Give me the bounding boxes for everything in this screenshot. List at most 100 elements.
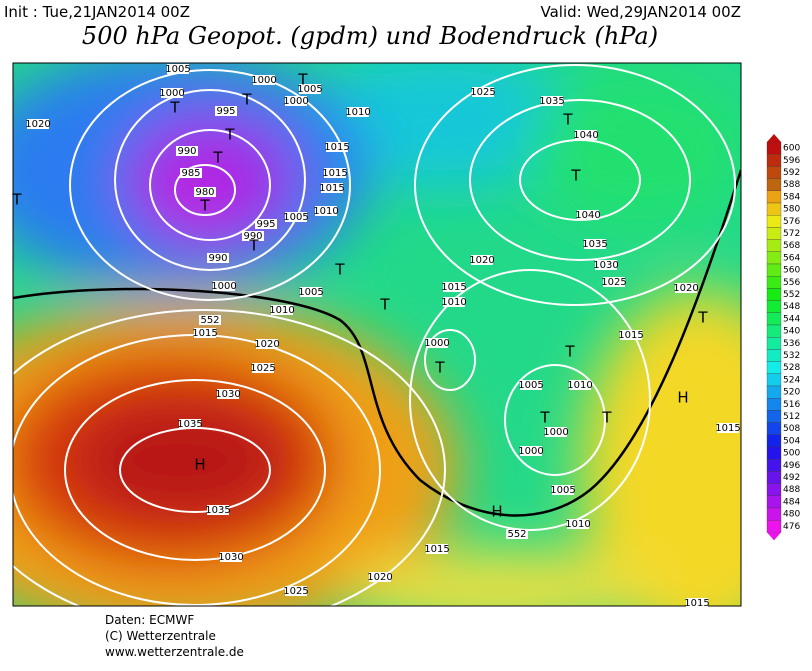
- isobar-label: 1035: [205, 505, 230, 516]
- label-bg: [443, 297, 465, 307]
- legend-label: 568: [783, 241, 800, 251]
- isobar-label: 1000: [159, 88, 184, 99]
- label-bg: [520, 380, 542, 390]
- legend-swatch: [766, 459, 782, 472]
- legend-label: 496: [783, 461, 800, 471]
- isobar-label: 1020: [469, 255, 494, 266]
- pressure-center: T: [697, 309, 708, 327]
- pressure-center: T: [601, 409, 612, 427]
- legend-label: 488: [783, 485, 800, 495]
- footer-line: www.wetterzentrale.de: [105, 645, 244, 659]
- legend-label: 596: [783, 156, 800, 166]
- isobar-label: 1035: [177, 419, 202, 430]
- pressure-center: T: [224, 126, 235, 144]
- isobar-label: 1015: [618, 330, 643, 341]
- isobar-label: 985: [181, 168, 200, 179]
- label-bg: [520, 446, 542, 456]
- pressure-center: T: [169, 99, 180, 117]
- legend-label: 524: [783, 375, 800, 385]
- init-time: Init : Tue,21JAN2014 00Z: [4, 3, 190, 21]
- legend-label: 540: [783, 327, 800, 337]
- label-bg: [207, 253, 229, 263]
- label-bg: [575, 130, 597, 140]
- isobar-label: 1005: [283, 212, 308, 223]
- label-bg: [299, 84, 321, 94]
- label-bg: [324, 168, 346, 178]
- label-bg: [271, 305, 293, 315]
- legend-label: 576: [783, 217, 800, 227]
- pressure-center: T: [199, 197, 210, 215]
- isobar-label: 1005: [298, 287, 323, 298]
- isobar-label: 1015: [192, 328, 217, 339]
- label-bg: [541, 96, 563, 106]
- label-bg: [620, 330, 642, 340]
- legend-label: 480: [783, 510, 800, 520]
- pressure-center: T: [248, 237, 259, 255]
- label-bg: [27, 119, 49, 129]
- pressure-center: T: [241, 91, 252, 109]
- legend-label: 580: [783, 205, 800, 215]
- legend-swatch: [766, 215, 782, 228]
- label-bg: [300, 287, 322, 297]
- legend-label: 508: [783, 424, 800, 434]
- legend-swatch: [766, 483, 782, 496]
- pressure-center: T: [11, 191, 22, 209]
- legend-label: 512: [783, 412, 800, 422]
- pressure-center: H: [677, 389, 688, 407]
- isobar-label: 1040: [575, 210, 600, 221]
- label-bg: [506, 529, 528, 539]
- legend-label: 548: [783, 302, 800, 312]
- legend-swatch: [766, 385, 782, 399]
- label-bg: [595, 260, 617, 270]
- legend-swatch: [766, 166, 782, 179]
- label-bg: [603, 277, 625, 287]
- isobar-label: 1010: [565, 519, 590, 530]
- legend-swatch: [766, 300, 782, 313]
- label-bg: [426, 338, 448, 348]
- isobar-label: 1000: [211, 281, 236, 292]
- legend-label: 544: [783, 314, 800, 324]
- label-bg: [369, 572, 391, 582]
- pressure-center: T: [539, 409, 550, 427]
- isobar-label: 1020: [254, 339, 279, 350]
- legend-swatch: [766, 471, 782, 484]
- label-bg: [326, 142, 348, 152]
- isobar-label: 1010: [345, 107, 370, 118]
- label-bg: [717, 423, 739, 433]
- label-bg: [213, 281, 235, 291]
- pressure-center: H: [194, 456, 205, 474]
- legend-swatch: [766, 227, 782, 240]
- isobar-label: 1005: [165, 64, 190, 75]
- label-bg: [256, 339, 278, 349]
- legend-label: 476: [783, 522, 800, 532]
- isobar-label: 1025: [601, 277, 626, 288]
- isobar-label: 1040: [573, 130, 598, 141]
- label-bg: [567, 519, 589, 529]
- isobar-label: 1005: [297, 84, 322, 95]
- label-bg: [194, 328, 216, 338]
- legend-swatch: [766, 373, 782, 387]
- label-bg: [242, 231, 264, 241]
- legend-swatch: [766, 141, 782, 155]
- label-bg: [179, 419, 201, 429]
- map: [13, 63, 741, 606]
- legend-swatch: [766, 288, 782, 301]
- isobar-label: 1030: [218, 552, 243, 563]
- legend-swatch: [766, 337, 782, 350]
- legend-label: 504: [783, 436, 800, 446]
- legend-swatch: [766, 422, 782, 435]
- isobar-label: 552: [200, 315, 219, 326]
- footer-line: Daten: ECMWF: [105, 613, 194, 627]
- legend-label: 528: [783, 363, 800, 373]
- isobar-label: 1015: [715, 423, 740, 434]
- label-bg: [194, 187, 216, 197]
- isobar-label: 1025: [283, 586, 308, 597]
- label-bg: [584, 239, 606, 249]
- label-bg: [207, 505, 229, 515]
- label-bg: [472, 87, 494, 97]
- isobar-label: 1000: [283, 96, 308, 107]
- label-bg: [577, 210, 599, 220]
- isobar-label: 1000: [424, 338, 449, 349]
- isobar-label: 1015: [441, 282, 466, 293]
